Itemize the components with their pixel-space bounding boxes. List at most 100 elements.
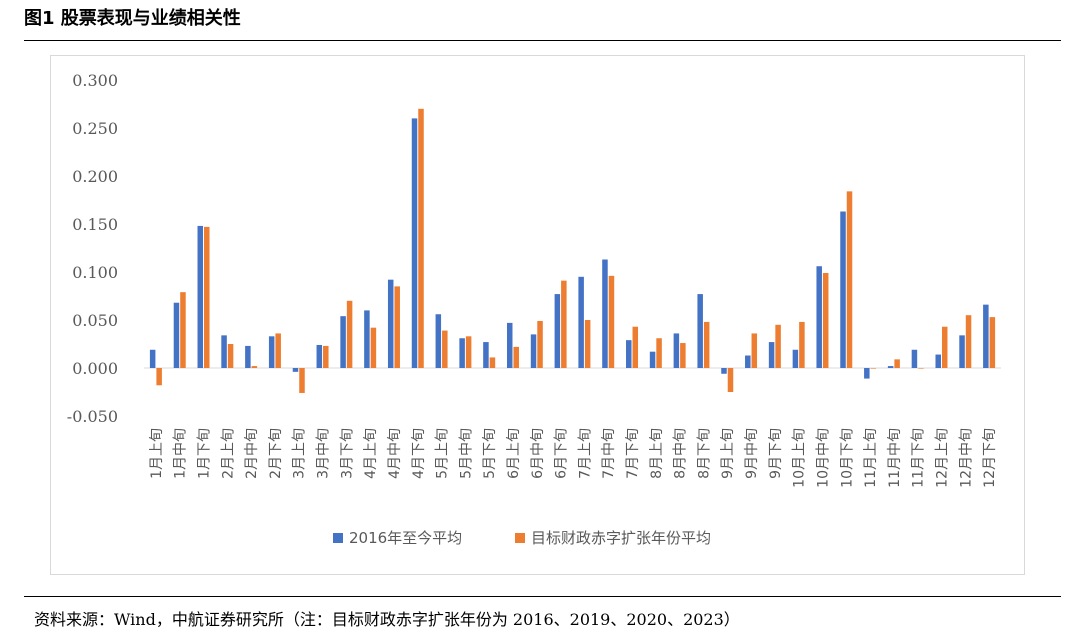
x-tick-label: 5月中旬 bbox=[458, 428, 474, 479]
bar-target-9 bbox=[346, 300, 353, 368]
bar-avg-16 bbox=[506, 322, 513, 368]
x-tick-label: 2月上旬 bbox=[220, 428, 236, 479]
x-tick-label: 7月下旬 bbox=[625, 428, 641, 479]
bar-avg-4 bbox=[221, 335, 227, 368]
x-tick-label: 10月下旬 bbox=[839, 428, 855, 488]
y-tick-label: 0.300 bbox=[72, 71, 118, 90]
bar-target-1 bbox=[156, 368, 162, 386]
bar-avg-3 bbox=[197, 225, 204, 368]
bar-avg-34 bbox=[935, 354, 941, 368]
bar-target-33 bbox=[918, 368, 924, 369]
bar-target-8 bbox=[323, 345, 329, 368]
bar-target-6 bbox=[275, 333, 281, 368]
source-note: 资料来源：Wind，中航证券研究所（注：目标财政赤字扩张年份为 2016、201… bbox=[34, 610, 740, 629]
bar-avg-35 bbox=[959, 335, 965, 368]
bar-target-12 bbox=[418, 108, 424, 369]
bar-target-29 bbox=[822, 272, 829, 368]
bottom-rule bbox=[24, 596, 1061, 597]
x-tick-label: 11月上旬 bbox=[863, 428, 879, 488]
bar-target-35 bbox=[965, 315, 972, 368]
bar-target-32 bbox=[894, 359, 900, 368]
bar-avg-9 bbox=[340, 316, 346, 368]
chart-frame bbox=[50, 55, 1025, 575]
bar-target-13 bbox=[442, 330, 448, 368]
x-tick-label: 3月下旬 bbox=[339, 428, 355, 479]
bar-target-2 bbox=[180, 292, 186, 368]
x-tick-label: 2月下旬 bbox=[268, 428, 284, 479]
x-tick-label: 11月下旬 bbox=[911, 428, 927, 488]
bar-avg-11 bbox=[387, 279, 394, 368]
bar-avg-15 bbox=[483, 342, 489, 368]
bar-target-22 bbox=[656, 338, 662, 368]
legend-swatch bbox=[515, 533, 525, 543]
x-tick-label: 9月下旬 bbox=[768, 428, 784, 479]
bar-target-28 bbox=[799, 321, 805, 368]
bar-target-5 bbox=[251, 366, 258, 368]
x-tick-label: 7月上旬 bbox=[577, 428, 593, 479]
x-tick-label: 4月上旬 bbox=[363, 428, 379, 479]
bar-target-4 bbox=[227, 344, 234, 368]
bar-target-15 bbox=[489, 357, 496, 368]
bar-target-14 bbox=[465, 336, 472, 368]
bar-avg-23 bbox=[673, 333, 680, 368]
bar-target-20 bbox=[608, 275, 615, 368]
x-tick-label: 8月上旬 bbox=[649, 428, 665, 479]
bar-avg-18 bbox=[554, 294, 561, 368]
bar-target-25 bbox=[727, 368, 734, 392]
x-tick-label: 6月下旬 bbox=[554, 428, 570, 479]
x-tick-label: 8月中旬 bbox=[673, 428, 689, 479]
bar-target-7 bbox=[299, 368, 305, 393]
y-tick-label: -0.050 bbox=[67, 407, 118, 426]
bar-avg-7 bbox=[292, 368, 299, 372]
bar-avg-5 bbox=[245, 345, 251, 368]
y-tick-label: 0.050 bbox=[72, 311, 118, 330]
bar-avg-31 bbox=[864, 368, 870, 379]
legend-label: 2016年至今平均 bbox=[349, 529, 462, 547]
x-tick-label: 4月下旬 bbox=[411, 428, 427, 479]
legend-swatch bbox=[333, 533, 343, 543]
x-tick-label: 5月下旬 bbox=[482, 428, 498, 479]
bar-target-21 bbox=[632, 326, 639, 368]
y-tick-label: 0.250 bbox=[72, 119, 118, 138]
legend-label: 目标财政赤字扩张年份平均 bbox=[531, 529, 711, 547]
bar-chart: 0.300 0.250 0.200 0.150 0.100 0.050 0.000 -0.05… bbox=[67, 71, 1001, 547]
x-tick-label: 10月中旬 bbox=[815, 428, 831, 488]
top-rule bbox=[24, 40, 1061, 41]
bar-avg-27 bbox=[768, 342, 775, 368]
bar-target-3 bbox=[204, 226, 210, 368]
x-tick-label: 7月中旬 bbox=[601, 428, 617, 479]
bar-avg-26 bbox=[745, 355, 751, 368]
x-tick-label: 5月上旬 bbox=[435, 428, 451, 479]
bar-target-10 bbox=[370, 327, 377, 368]
bar-target-36 bbox=[989, 317, 996, 368]
x-tick-label: 2月中旬 bbox=[244, 428, 260, 479]
x-tick-label: 12月中旬 bbox=[958, 428, 974, 488]
x-tick-label: 12月下旬 bbox=[982, 428, 998, 488]
bar-target-34 bbox=[941, 326, 948, 368]
x-tick-label: 9月上旬 bbox=[720, 428, 736, 479]
bar-target-16 bbox=[513, 346, 519, 368]
bar-avg-20 bbox=[602, 259, 608, 368]
bar-avg-24 bbox=[697, 294, 703, 368]
bar-avg-14 bbox=[459, 338, 465, 368]
x-tick-label: 6月上旬 bbox=[506, 428, 522, 479]
x-tick-label: 1月中旬 bbox=[173, 428, 189, 479]
x-tick-label: 6月中旬 bbox=[530, 428, 546, 479]
bar-target-27 bbox=[775, 324, 781, 368]
bar-avg-17 bbox=[530, 334, 537, 368]
x-tick-label: 4月中旬 bbox=[387, 428, 403, 479]
bar-target-18 bbox=[561, 280, 567, 368]
x-tick-label: 3月上旬 bbox=[292, 428, 308, 479]
bar-target-19 bbox=[584, 320, 591, 368]
bar-target-30 bbox=[846, 191, 853, 368]
bar-target-31 bbox=[870, 368, 877, 369]
x-tick-label: 3月中旬 bbox=[316, 428, 332, 479]
x-tick-label: 11月中旬 bbox=[887, 428, 903, 488]
bar-target-23 bbox=[680, 343, 686, 368]
x-tick-label: 12月上旬 bbox=[934, 428, 950, 488]
bar-avg-36 bbox=[983, 304, 989, 368]
bar-avg-2 bbox=[173, 302, 180, 368]
bar-avg-6 bbox=[268, 336, 275, 368]
y-tick-label: 0.000 bbox=[72, 359, 118, 378]
x-tick-label: 8月下旬 bbox=[696, 428, 712, 479]
